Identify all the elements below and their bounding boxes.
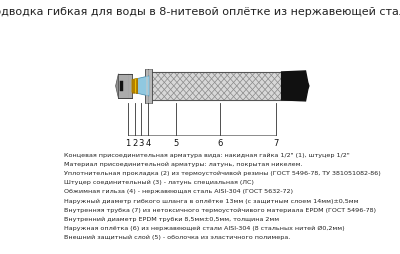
Text: Внутренний диаметр EPDM трубки 8,5мм±0,5мм, толщина 2мм: Внутренний диаметр EPDM трубки 8,5мм±0,5… (64, 216, 280, 221)
Text: Уплотнительная прокладка (2) из термоустойчивой резины (ГОСТ 5496-78, ТУ 3810510: Уплотнительная прокладка (2) из термоуст… (64, 170, 381, 176)
Text: 6: 6 (218, 138, 223, 147)
Bar (145, 70, 152, 104)
Bar (149, 78, 150, 95)
Text: 4: 4 (146, 138, 151, 147)
Text: Концевая присоединительная арматура вида: накидная гайка 1/2" (1), штуцер 1/2": Концевая присоединительная арматура вида… (64, 152, 350, 157)
Text: Подводка гибкая для воды в 8-нитевой оплётке из нержавеющей стали: Подводка гибкая для воды в 8-нитевой опл… (0, 7, 400, 17)
Text: Наружный диаметр гибкого шланга в оплётке 13мм (с защитным слоем 14мм)±0,5мм: Наружный диаметр гибкого шланга в оплётк… (64, 198, 359, 203)
Text: Внутренняя трубка (7) из нетоксичного термоустойчивого материала EPDM (ГОСТ 5496: Внутренняя трубка (7) из нетоксичного те… (64, 207, 376, 212)
Polygon shape (132, 79, 138, 94)
Text: Наружная оплётка (6) из нержавеющей стали AISI-304 (8 стальных нитей Ø0,2мм): Наружная оплётка (6) из нержавеющей стал… (64, 225, 345, 230)
Text: Материал присоединительной арматуры: латунь, покрытая никелем.: Материал присоединительной арматуры: лат… (64, 161, 303, 166)
Bar (118, 74, 132, 99)
Text: 5: 5 (174, 138, 179, 147)
Text: 3: 3 (139, 138, 144, 147)
Bar (120, 82, 123, 92)
Text: 7: 7 (273, 138, 279, 147)
Text: 2: 2 (132, 138, 137, 147)
Polygon shape (116, 74, 118, 99)
Bar (149, 73, 300, 101)
Text: 1: 1 (125, 138, 130, 147)
Text: Внешний защитный слой (5) - оболочка из эластичного полимера.: Внешний защитный слой (5) - оболочка из … (64, 234, 291, 239)
Text: Обжимная гильза (4) - нержавеющая сталь AISI-304 (ГОСТ 5632-72): Обжимная гильза (4) - нержавеющая сталь … (64, 189, 293, 194)
Polygon shape (134, 76, 149, 97)
Polygon shape (282, 72, 309, 102)
Text: Штуцер соединительный (3) - латунь специальная (ЛС): Штуцер соединительный (3) - латунь специ… (64, 180, 254, 185)
